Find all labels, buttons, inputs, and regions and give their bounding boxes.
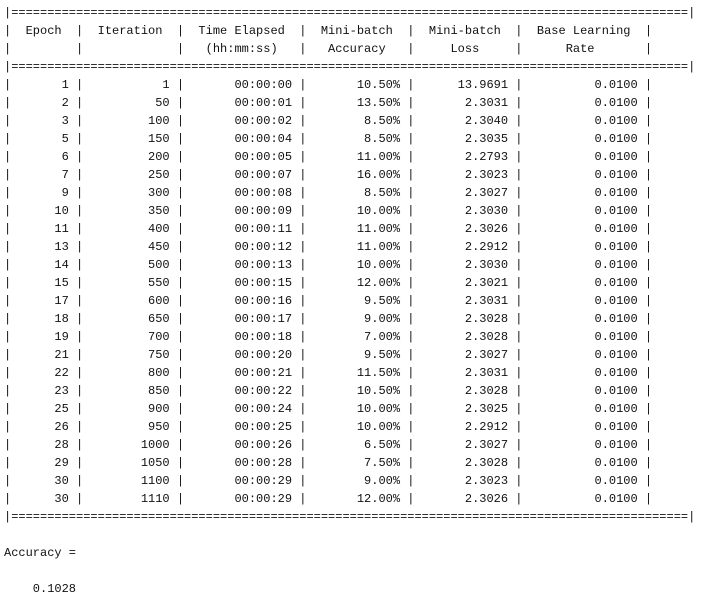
table-row: | 15 | 550 | 00:00:15 | 12.00% | 2.3021 …	[4, 276, 653, 290]
table-row: | 30 | 1110 | 00:00:29 | 12.00% | 2.3026…	[4, 492, 653, 506]
table-row: | 5 | 150 | 00:00:04 | 8.50% | 2.3035 | …	[4, 132, 653, 146]
table-row: | 23 | 850 | 00:00:22 | 10.50% | 2.3028 …	[4, 384, 653, 398]
table-bottom-separator: |=======================================…	[4, 510, 696, 524]
table-header-separator: |=======================================…	[4, 60, 696, 74]
table-row: | 6 | 200 | 00:00:05 | 11.00% | 2.2793 |…	[4, 150, 653, 164]
table-row: | 26 | 950 | 00:00:25 | 10.00% | 2.2912 …	[4, 420, 653, 434]
table-row: | 3 | 100 | 00:00:02 | 8.50% | 2.3040 | …	[4, 114, 653, 128]
table-row: | 22 | 800 | 00:00:21 | 11.50% | 2.3031 …	[4, 366, 653, 380]
table-row: | 2 | 50 | 00:00:01 | 13.50% | 2.3031 | …	[4, 96, 653, 110]
table-row: | 19 | 700 | 00:00:18 | 7.00% | 2.3028 |…	[4, 330, 653, 344]
table-row: | 10 | 350 | 00:00:09 | 10.00% | 2.3030 …	[4, 204, 653, 218]
table-header-line-2: | | | (hh:mm:ss) | Accuracy | Loss | Rat…	[4, 42, 653, 56]
table-header-line-1: | Epoch | Iteration | Time Elapsed | Min…	[4, 24, 653, 38]
table-body: | 1 | 1 | 00:00:00 | 10.50% | 13.9691 | …	[4, 76, 695, 508]
table-row: | 11 | 400 | 00:00:11 | 11.00% | 2.3026 …	[4, 222, 653, 236]
table-row: | 21 | 750 | 00:00:20 | 9.50% | 2.3027 |…	[4, 348, 653, 362]
table-row: | 25 | 900 | 00:00:24 | 10.00% | 2.3025 …	[4, 402, 653, 416]
table-row: | 13 | 450 | 00:00:12 | 11.00% | 2.2912 …	[4, 240, 653, 254]
table-row: | 18 | 650 | 00:00:17 | 9.00% | 2.3028 |…	[4, 312, 653, 326]
table-top-separator: |=======================================…	[4, 6, 696, 20]
table-row: | 14 | 500 | 00:00:13 | 10.00% | 2.3030 …	[4, 258, 653, 272]
accuracy-value: 0.1028	[4, 582, 77, 596]
table-row: | 30 | 1100 | 00:00:29 | 9.00% | 2.3023 …	[4, 474, 653, 488]
table-row: | 7 | 250 | 00:00:07 | 16.00% | 2.3023 |…	[4, 168, 653, 182]
table-row: | 28 | 1000 | 00:00:26 | 6.50% | 2.3027 …	[4, 438, 653, 452]
accuracy-label: Accuracy =	[4, 546, 77, 560]
console-output: |=======================================…	[4, 4, 695, 598]
table-row: | 1 | 1 | 00:00:00 | 10.50% | 13.9691 | …	[4, 78, 653, 92]
table-row: | 17 | 600 | 00:00:16 | 9.50% | 2.3031 |…	[4, 294, 653, 308]
table-row: | 29 | 1050 | 00:00:28 | 7.50% | 2.3028 …	[4, 456, 653, 470]
table-row: | 9 | 300 | 00:00:08 | 8.50% | 2.3027 | …	[4, 186, 653, 200]
